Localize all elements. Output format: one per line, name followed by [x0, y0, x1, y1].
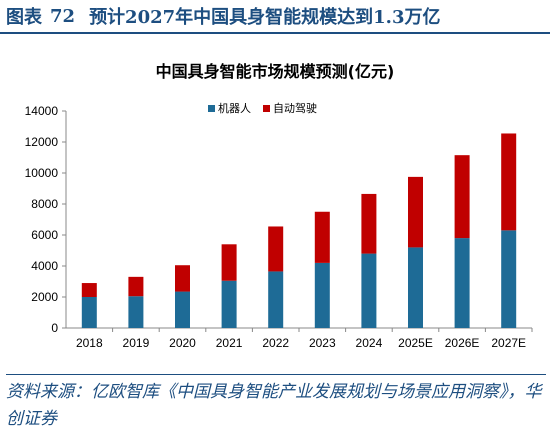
figure-header: 图表 72 预计2027年中国具身智能规模达到1.3万亿	[0, 0, 550, 34]
bar-robot	[128, 296, 144, 328]
bar-autonomous-driving	[128, 276, 144, 297]
y-tick-label: 8000	[31, 197, 58, 211]
chart-title: 中国具身智能市场规模预测(亿元)	[155, 62, 395, 81]
legend-swatch-robot	[208, 104, 215, 112]
bar-autonomous-driving	[314, 211, 330, 263]
legend-label-autonomous-driving: 自动驾驶	[273, 102, 317, 115]
source-note: 资料来源：亿欧智库《中国具身智能产业发展规划与场景应用洞察》，华创证券	[6, 374, 546, 433]
x-tick-label: 2026E	[445, 336, 480, 350]
x-tick-label: 2024	[356, 336, 383, 350]
bar-autonomous-driving	[175, 265, 190, 292]
x-tick-label: 2025E	[398, 336, 433, 350]
figure-title: 预计2027年中国具身智能规模达到1.3万亿	[89, 7, 441, 28]
figure-label: 图表	[6, 7, 42, 28]
bar-autonomous-driving	[454, 155, 470, 239]
bar-autonomous-driving	[81, 283, 97, 297]
x-tick-label: 2021	[216, 336, 243, 350]
figure-number: 72	[50, 5, 76, 27]
bar-autonomous-driving	[408, 176, 423, 248]
bar-robot	[454, 238, 470, 328]
bar-robot	[408, 247, 423, 328]
legend-label-robot: 机器人	[218, 102, 251, 115]
bar-robot	[221, 280, 237, 328]
y-tick-label: 4000	[31, 259, 58, 273]
y-tick-label: 2000	[31, 290, 58, 304]
bar-robot	[501, 230, 517, 328]
chart-legend: 机器人 自动驾驶	[208, 100, 317, 116]
legend-item-autonomous-driving: 自动驾驶	[263, 100, 317, 116]
legend-item-robot: 机器人	[208, 100, 251, 116]
bar-autonomous-driving	[268, 226, 284, 272]
x-tick-label: 2027E	[491, 336, 526, 350]
y-tick-label: 10000	[25, 166, 59, 180]
x-tick-label: 2019	[123, 336, 150, 350]
bar-autonomous-driving	[501, 133, 517, 231]
bar-robot	[268, 271, 284, 328]
x-tick-label: 2023	[309, 336, 336, 350]
y-tick-label: 0	[51, 321, 58, 335]
bar-robot	[361, 253, 377, 328]
x-tick-label: 2022	[262, 336, 289, 350]
bar-autonomous-driving	[221, 244, 237, 281]
legend-swatch-autonomous-driving	[263, 104, 270, 112]
x-tick-label: 2020	[169, 336, 196, 350]
y-tick-label: 12000	[25, 135, 59, 149]
bar-robot	[175, 291, 190, 328]
bar-robot	[81, 297, 97, 328]
bar-robot	[314, 262, 330, 328]
bar-autonomous-driving	[361, 193, 377, 254]
y-tick-label: 14000	[25, 104, 59, 118]
y-tick-label: 6000	[31, 228, 58, 242]
stacked-bar-chart: 0 2000 4000 6000 8000 10000 12000 14000 2018 2019…	[25, 104, 533, 350]
x-tick-label: 2018	[76, 336, 103, 350]
